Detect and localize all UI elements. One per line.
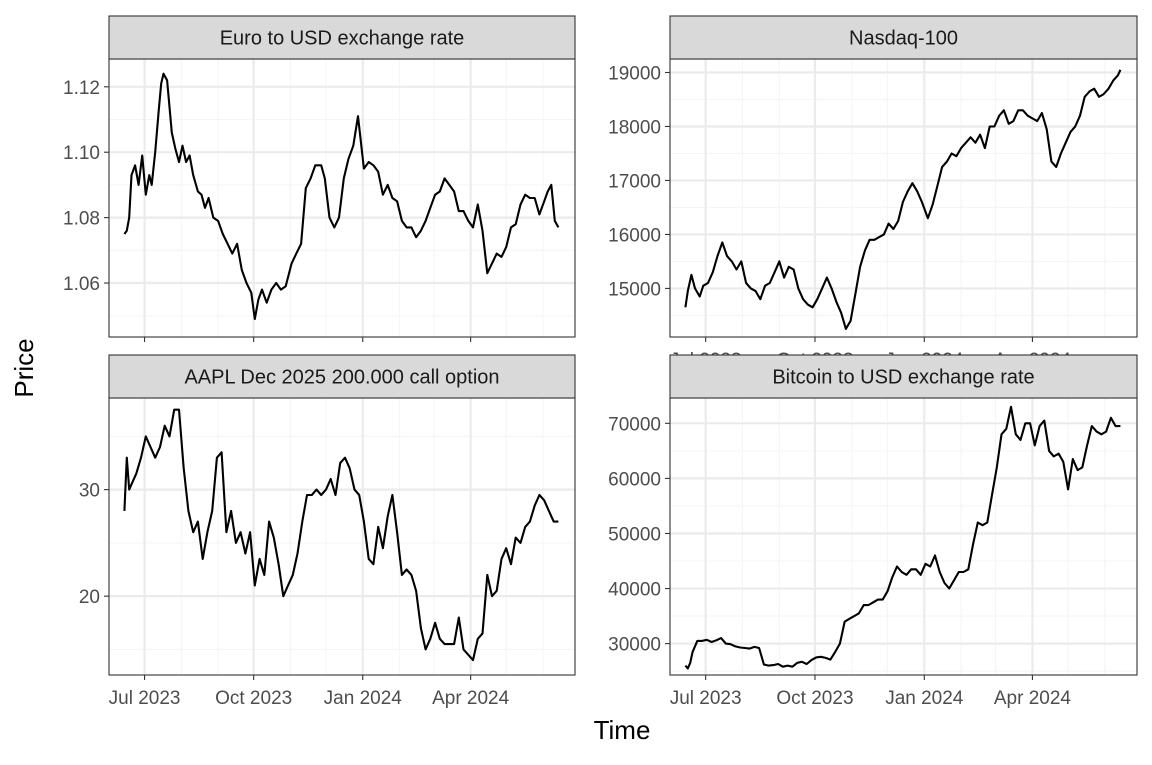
x-tick-label: Apr 2024: [994, 688, 1072, 709]
x-tick-label: Oct 2023: [776, 688, 853, 709]
y-tick-label: 40000: [608, 580, 661, 601]
y-tick-label: 1.06: [63, 274, 100, 295]
y-tick-label: 30: [79, 481, 100, 502]
y-tick-label: 15000: [608, 279, 661, 300]
x-axis-title: Time: [594, 715, 651, 745]
y-tick-label: 1.10: [63, 143, 100, 164]
y-tick-label: 50000: [608, 524, 661, 545]
series-line-1: [684, 405, 1121, 670]
y-tick-label: 20: [79, 587, 100, 608]
y-tick-label: 1.12: [63, 78, 100, 99]
facet-strip: [108, 354, 576, 399]
facet-strip: [669, 354, 1138, 399]
facet-strip: [669, 15, 1138, 60]
facet-strip-title: Nasdaq-100: [849, 28, 958, 50]
y-tick-label: 16000: [608, 225, 661, 246]
panel-background: [109, 398, 575, 675]
panel-1: Euro to USD exchange rate 1.06 1.08 1.10 1.1…: [63, 15, 576, 342]
facet-strip: [108, 15, 576, 60]
y-tick-label: 30000: [608, 635, 661, 656]
panel-2: Nasdaq-1001500016000170001800019000Jul 2…: [608, 15, 1138, 371]
panel-3: AAPL Dec 2025 200.000 call option 20 30 Jul…: [79, 354, 576, 709]
x-tick-label: Apr 2024: [432, 688, 510, 709]
y-tick-label: 17000: [608, 171, 661, 192]
panel-background: [670, 59, 1137, 337]
series-line-1: [684, 69, 1122, 330]
panels-group: Euro to USD exchange rate 1.06 1.08 1.10 1.1…: [63, 15, 1138, 709]
x-tick-label: Jan 2024: [885, 688, 964, 709]
panel-4: Bitcoin to USD exchange rate 30000 40000 50…: [608, 354, 1138, 709]
facet-strip-title: Euro to USD exchange rate: [220, 28, 465, 50]
series-line-1: [123, 72, 560, 321]
facet-strip-title: AAPL Dec 2025 200.000 call option: [184, 367, 499, 389]
y-tick-label: 60000: [608, 469, 661, 490]
y-tick-label: 1.08: [63, 209, 100, 230]
y-axis-title: Price: [9, 338, 39, 397]
x-tick-label: Oct 2023: [215, 688, 292, 709]
x-tick-label: Jul 2023: [670, 688, 742, 709]
y-tick-label: 18000: [608, 117, 661, 138]
y-tick-label: 19000: [608, 63, 661, 84]
x-tick-label: Jan 2024: [324, 688, 403, 709]
series-line-1: [123, 408, 559, 662]
panel-background: [670, 398, 1137, 675]
facet-strip-title: Bitcoin to USD exchange rate: [772, 367, 1034, 389]
y-tick-label: 70000: [608, 414, 661, 435]
x-tick-label: Jul 2023: [109, 688, 181, 709]
